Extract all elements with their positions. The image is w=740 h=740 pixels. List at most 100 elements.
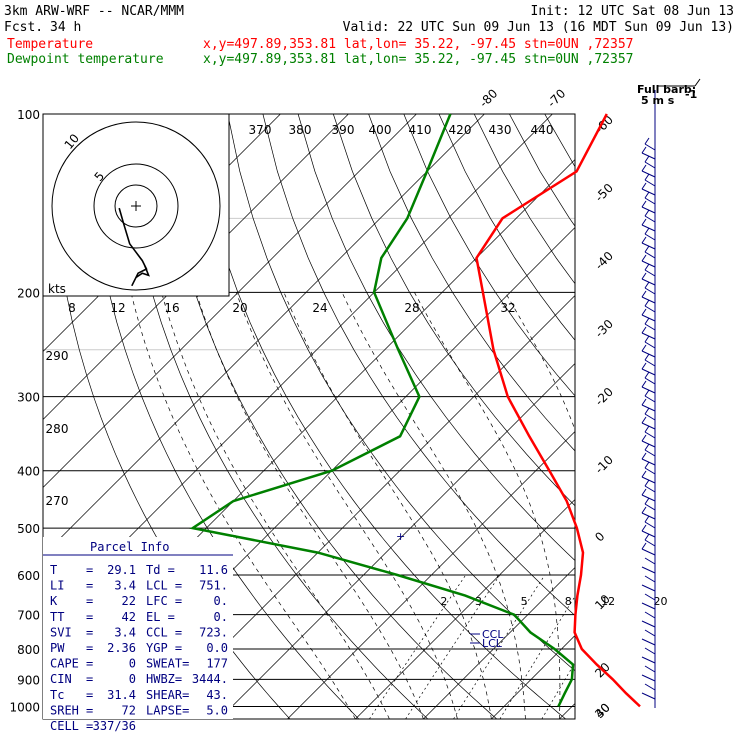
dry-adiabat — [368, 114, 575, 452]
parcel-row-key: LI — [50, 579, 64, 593]
parcel-row-value: 42 — [122, 610, 136, 624]
mixing-ratio-label: 8 — [565, 595, 572, 608]
parcel-row-eq: = — [86, 641, 93, 655]
parcel-row-value2: 43. — [206, 688, 228, 702]
wind-barb-flag — [644, 191, 650, 199]
moist-adiabat — [130, 292, 356, 719]
hodograph-ring — [51, 121, 221, 291]
isotherm-label: 40 — [592, 700, 613, 721]
wind-barb-flag — [644, 353, 650, 361]
isotherm-label: -20 — [592, 385, 616, 409]
dry-adiabat — [332, 114, 575, 507]
wind-barb — [644, 215, 656, 223]
wind-barb-flag — [641, 218, 647, 226]
wind-barb — [644, 395, 656, 403]
wind-barb-flag — [644, 389, 650, 397]
moist-adiabat — [341, 292, 526, 719]
wind-barb-flag — [644, 137, 650, 145]
wind-barb — [644, 593, 656, 601]
barb-legend-exponent: -1 — [685, 88, 697, 101]
wind-barb-flag — [644, 497, 650, 505]
isotherm — [151, 294, 575, 719]
ccl-marker: CCL — [470, 628, 504, 641]
parcel-row-value: 3.4 — [114, 579, 136, 593]
wind-barb-flag — [644, 281, 650, 289]
parcel-info-panel: Parcel Info T = 29.1 Td = 11.6 LI = 3.4 LCL = 751… — [43, 537, 233, 733]
wind-barb-flag — [641, 344, 647, 352]
dry-adiabat — [686, 114, 740, 719]
parcel-row-eq: = — [86, 672, 93, 686]
parcel-row-value2: 177 — [206, 657, 228, 671]
temperature-legend: Temperature — [7, 37, 93, 52]
wind-barb — [641, 602, 656, 610]
wind-barb — [644, 485, 656, 493]
parcel-row-value: 29.1 — [107, 563, 136, 577]
theta-label: 420 — [449, 123, 472, 137]
temperature-location: x,y=497.89,353.81 lat,lon= 35.22, -97.45… — [203, 37, 633, 52]
wind-barb — [644, 467, 656, 475]
wind-barb — [644, 233, 656, 241]
theta-label: 430 — [489, 123, 512, 137]
wind-barb-flag — [644, 443, 650, 451]
wind-barb-flag — [641, 182, 647, 190]
lcl-marker: LCL — [470, 637, 503, 650]
parcel-row-value2: 751. — [199, 579, 228, 593]
pressure-label: 1000 — [9, 700, 40, 714]
wind-barb — [641, 692, 656, 700]
dry-adiabat — [121, 114, 429, 719]
parcel-row-eq: = — [86, 594, 93, 608]
parcel-row-key: PW — [50, 641, 65, 655]
hodograph: 105 — [51, 121, 221, 291]
dry-adiabat — [227, 114, 575, 672]
wind-barb — [644, 503, 656, 511]
moist-adiabat — [283, 292, 492, 719]
theta-label: 410 — [409, 123, 432, 137]
pressure-label: 200 — [17, 286, 40, 300]
parcel-row-key2: Td = — [146, 563, 175, 577]
pressure-label: 100 — [17, 108, 40, 122]
parcel-row-eq: = — [86, 563, 93, 577]
hodograph-ring — [93, 163, 179, 249]
wind-barb — [644, 647, 656, 655]
fcst-value: 34 h — [50, 20, 81, 35]
dry-adiabat — [650, 114, 740, 719]
wind-barb-flag — [644, 317, 650, 325]
wind-barb-flag — [641, 416, 647, 424]
parcel-row-key2: CCL = — [146, 625, 182, 639]
moist-adiabat — [161, 292, 390, 719]
hodograph-unit: kts — [48, 282, 66, 296]
wind-barb-flag — [644, 173, 650, 181]
isotherm-label: -70 — [545, 86, 569, 110]
wind-barb — [644, 413, 656, 421]
wind-barb-flag — [644, 479, 650, 487]
theta-label: 400 — [369, 123, 392, 137]
isotherm-label: -30 — [592, 317, 616, 341]
parcel-row-value: 0 — [129, 657, 136, 671]
parcel-row-key2: SHEAR= — [146, 688, 189, 702]
dry-adiabat — [192, 114, 566, 719]
wind-barb-flag — [641, 200, 647, 208]
theta-label: 290 — [46, 349, 69, 363]
svg-text:LCL: LCL — [482, 637, 503, 650]
barb-legend-unit: 5 m s — [641, 94, 675, 107]
fcst-label: Fcst. — [4, 20, 43, 35]
parcel-row-value: 337/36 — [93, 719, 136, 733]
wind-barb — [644, 197, 656, 205]
wind-barb — [641, 584, 656, 592]
wind-barb-flag — [644, 245, 650, 253]
isotherm-label: 0 — [592, 529, 607, 544]
parcel-row-key2: LAPSE= — [146, 703, 189, 717]
wind-barb — [644, 575, 656, 583]
parcel-row-eq: = — [86, 610, 93, 624]
parcel-row-value: 31.4 — [107, 688, 136, 702]
dry-adiabat — [156, 114, 498, 719]
wind-barb-flag — [641, 380, 647, 388]
dewpoint-location: x,y=497.89,353.81 lat,lon= 35.22, -97.45… — [203, 52, 633, 67]
isotherm — [287, 430, 575, 719]
dry-adiabat — [403, 114, 575, 397]
wind-barb-flag — [644, 425, 650, 433]
parcel-row-eq: = — [86, 703, 93, 717]
wind-barb — [644, 377, 656, 385]
